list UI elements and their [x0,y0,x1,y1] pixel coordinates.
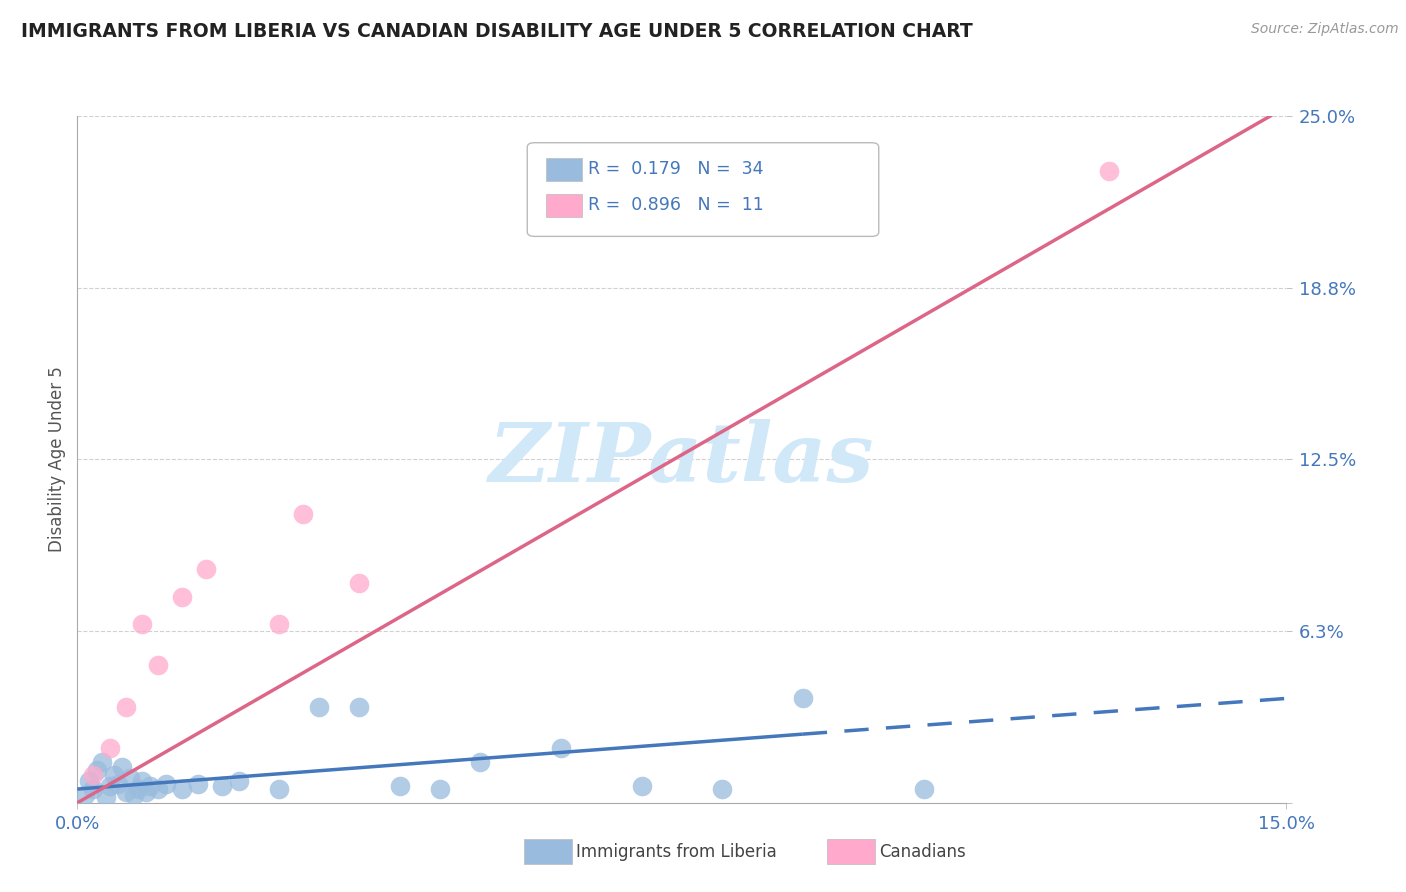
Point [155,776,177,790]
Text: IMMIGRANTS FROM LIBERIA VS CANADIAN DISABILITY AGE UNDER 5 CORRELATION CHART: IMMIGRANTS FROM LIBERIA VS CANADIAN DISA… [21,22,973,41]
Point [107,776,129,790]
Y-axis label: Disability Age Under 5: Disability Age Under 5 [48,367,66,552]
Point [195,562,218,576]
Point [111,760,134,774]
Point [127,782,149,797]
Text: Source: ZipAtlas.com: Source: ZipAtlas.com [1251,22,1399,37]
Point [429,782,451,797]
Point [308,699,330,714]
Point [79,773,101,788]
Point [388,780,411,794]
Point [711,782,734,797]
Point [349,576,371,591]
Point [267,782,290,797]
Point [135,785,157,799]
Point [211,780,233,794]
Point [792,691,814,706]
Point [292,508,315,522]
Point [912,782,935,797]
Point [103,768,125,782]
Text: R =  0.179   N =  34: R = 0.179 N = 34 [588,161,763,178]
Point [114,785,136,799]
Point [146,658,169,673]
Point [267,617,290,632]
Point [1098,164,1121,178]
Point [228,773,250,788]
Point [82,782,104,797]
Point [90,755,112,769]
Point [98,740,121,755]
Text: ZIPatlas: ZIPatlas [489,419,875,500]
Point [172,590,194,604]
Point [550,740,572,755]
Point [630,780,652,794]
Point [146,782,169,797]
Point [139,780,162,794]
Point [114,699,136,714]
Point [172,782,194,797]
Text: R =  0.896   N =  11: R = 0.896 N = 11 [588,196,763,214]
Text: Canadians: Canadians [879,843,966,861]
Point [122,788,145,802]
Text: Immigrants from Liberia: Immigrants from Liberia [576,843,778,861]
Point [82,768,104,782]
Point [349,699,371,714]
Point [187,776,209,790]
Point [131,617,153,632]
Point [98,780,121,794]
Point [131,773,153,788]
Point [470,755,492,769]
Point [86,763,108,777]
Point [118,771,141,785]
Point [75,788,97,802]
Point [94,790,117,805]
